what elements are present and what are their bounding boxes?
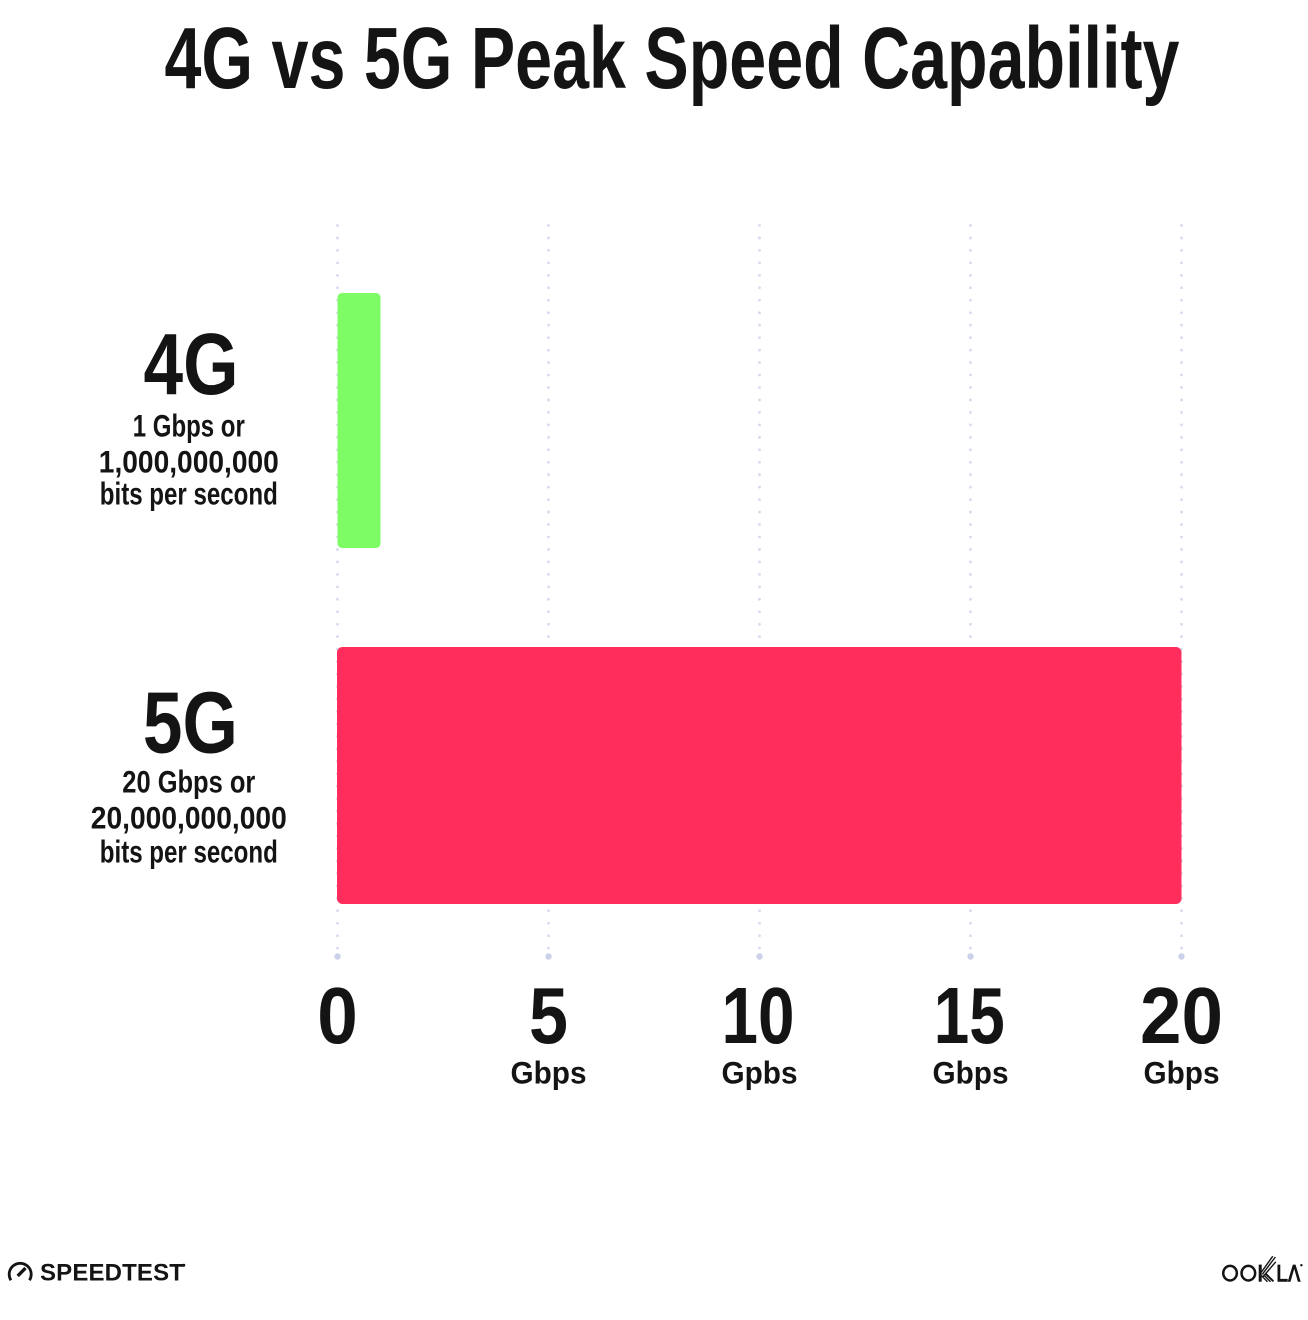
svg-text:10: 10 [722, 971, 795, 1060]
svg-text:Gbps: Gbps [1144, 1056, 1220, 1091]
svg-text:4G vs 5G Peak Speed Capability: 4G vs 5G Peak Speed Capability [165, 10, 1180, 107]
svg-text:15: 15 [934, 971, 1005, 1060]
svg-text:1 Gbps or: 1 Gbps or [133, 409, 245, 444]
svg-text:20: 20 [1140, 971, 1223, 1060]
svg-text:0: 0 [317, 971, 358, 1060]
svg-text:1,000,000,000: 1,000,000,000 [99, 445, 279, 480]
svg-text:SPEEDTEST: SPEEDTEST [40, 1260, 184, 1287]
svg-text:5G: 5G [143, 675, 238, 772]
svg-text:Gpbs: Gpbs [722, 1056, 798, 1091]
svg-text:bits per second: bits per second [100, 835, 278, 870]
svg-text:bits per second: bits per second [100, 477, 278, 512]
svg-text:Gbps: Gbps [511, 1056, 587, 1091]
svg-text:20 Gbps or: 20 Gbps or [122, 765, 255, 800]
svg-text:4G: 4G [144, 316, 239, 413]
svg-text:5: 5 [529, 971, 568, 1060]
svg-text:20,000,000,000: 20,000,000,000 [91, 801, 287, 836]
svg-text:Gbps: Gbps [933, 1056, 1009, 1091]
